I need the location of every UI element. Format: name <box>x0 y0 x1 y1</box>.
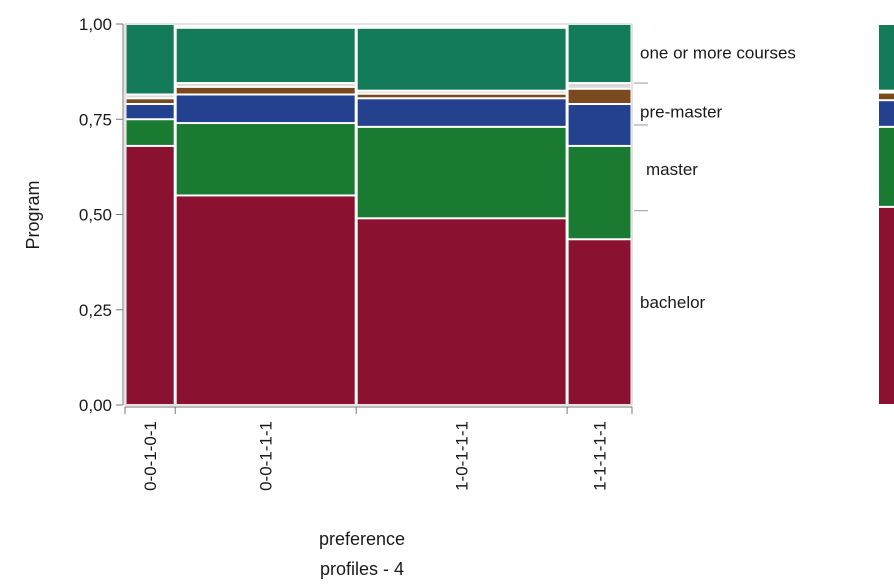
mosaic-cell-0-0-1-1-1-series-4 <box>176 84 355 86</box>
mosaic-cell-0-0-1-1-1-pre-master <box>176 95 355 123</box>
y-tick-label: 0,00 <box>79 396 112 415</box>
mosaic-cell-1-0-1-1-1-series-3 <box>357 94 566 98</box>
mosaic-cell-1-1-1-1-1-pre-master <box>568 105 631 145</box>
mosaic-cell-0-0-1-1-1-master <box>176 124 355 195</box>
mosaic-cell-1-1-1-1-1-bachelor <box>568 240 631 404</box>
mosaic-cell-0-0-1-1-1-bachelor <box>176 196 355 404</box>
y-tick-label: 0,75 <box>79 110 112 129</box>
mosaic-cell-1-0-1-1-1-series-4 <box>357 91 566 93</box>
x-category-label: 0-0-1-0-1 <box>141 421 160 491</box>
mosaic-cell-0-0-1-1-1-one-or-more-courses <box>176 28 355 83</box>
y-tick-label: 0,50 <box>79 206 112 225</box>
mosaic-cell-1-0-1-1-1-pre-master <box>357 99 566 126</box>
mosaic-cell-0-0-1-0-1-one-or-more-courses <box>126 25 174 94</box>
x-axis-title-line-2: profiles - 4 <box>320 559 404 579</box>
legend-label-master: master <box>646 160 698 179</box>
overall-strip-segment <box>879 207 894 404</box>
y-tick-label: 1,00 <box>79 15 112 34</box>
mosaic-cell-1-1-1-1-1-one-or-more-courses <box>568 25 631 83</box>
mosaic-cell-1-0-1-1-1-one-or-more-courses <box>357 28 566 90</box>
mosaic-cell-0-0-1-1-1-series-3 <box>176 87 355 94</box>
x-axis-title-line-1: preference <box>319 529 405 549</box>
mosaic-cell-1-1-1-1-1-master <box>568 146 631 239</box>
overall-strip-segment <box>879 25 894 90</box>
mosaic-cell-0-0-1-0-1-pre-master <box>126 105 174 119</box>
y-tick-label: 0,25 <box>79 301 112 320</box>
mosaic-cell-1-1-1-1-1-series-3 <box>568 89 631 104</box>
mosaic-cell-0-0-1-0-1-series-3 <box>126 99 174 103</box>
mosaic-cell-1-0-1-1-1-bachelor <box>357 219 566 404</box>
mosaic-cell-0-0-1-0-1-series-4 <box>126 95 174 98</box>
legend-label-bachelor: bachelor <box>640 293 706 312</box>
legend-label-one-or-more-courses: one or more courses <box>640 44 796 63</box>
x-category-label: 1-1-1-1-1 <box>591 421 610 491</box>
legend-label-pre-master: pre-master <box>640 103 723 122</box>
y-axis-title: Program <box>23 180 43 249</box>
mosaic-cell-0-0-1-0-1-master <box>126 120 174 145</box>
overall-strip-segment <box>879 101 894 126</box>
overall-strip-segment <box>879 93 894 100</box>
x-category-label: 1-0-1-1-1 <box>453 421 472 491</box>
x-category-label: 0-0-1-1-1 <box>257 421 276 491</box>
overall-strip-segment <box>879 127 894 206</box>
mosaic-cell-1-1-1-1-1-series-4 <box>568 84 631 88</box>
mosaic-cell-1-0-1-1-1-master <box>357 127 566 218</box>
mosaic-cell-0-0-1-0-1-bachelor <box>126 146 174 405</box>
